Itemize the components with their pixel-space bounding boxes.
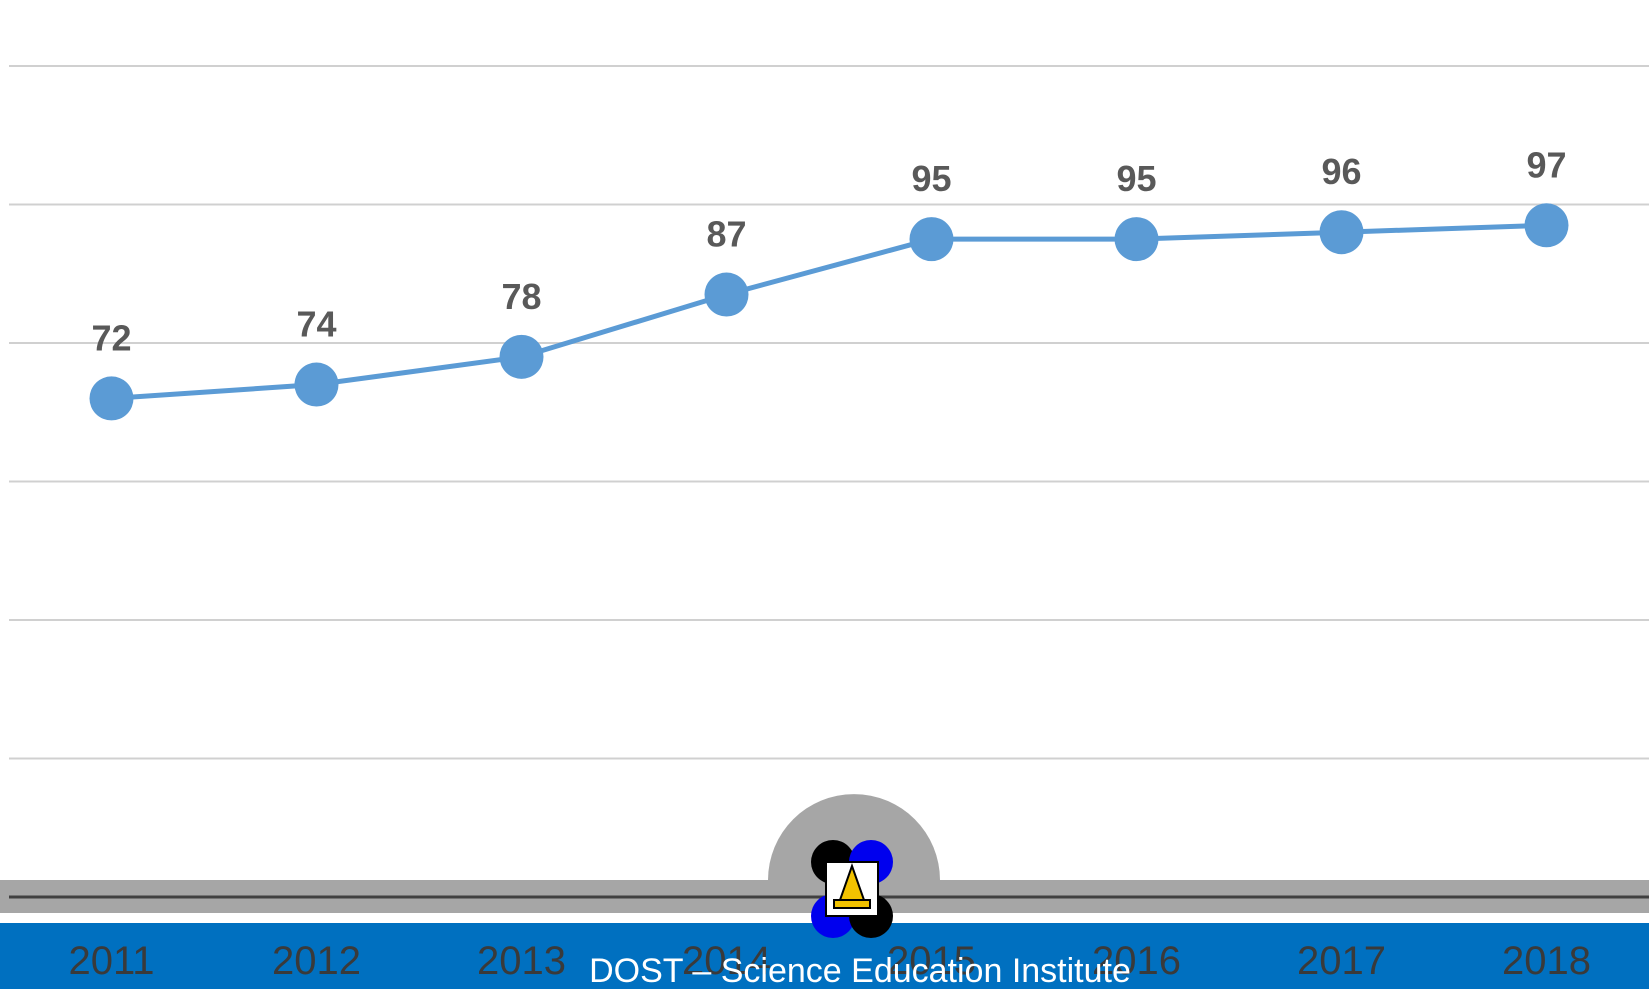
data-label: 72	[91, 317, 131, 358]
marker	[909, 217, 954, 262]
data-label: 95	[1116, 158, 1156, 199]
logo-backdrop	[768, 794, 940, 880]
x-tick-label: 2011	[68, 939, 154, 983]
x-tick-label: 2014	[682, 939, 771, 983]
data-label: 78	[501, 276, 541, 317]
data-label: 97	[1526, 144, 1566, 185]
x-tick-label: 2012	[272, 939, 361, 983]
marker	[704, 272, 749, 317]
x-tick-label: 2015	[887, 939, 976, 983]
data-label: 74	[296, 304, 336, 345]
grid	[9, 65, 1649, 760]
x-tick-label: 2013	[477, 939, 566, 983]
marker	[1114, 217, 1159, 262]
data-label: 87	[706, 214, 746, 255]
marker	[499, 334, 544, 379]
data-label: 96	[1321, 151, 1361, 192]
x-tick-label: 2018	[1502, 939, 1591, 983]
data-label: 95	[911, 158, 951, 199]
logo	[811, 840, 893, 938]
footer-text: DOST – Science Education Institute	[589, 952, 1131, 989]
line	[111, 222, 1547, 401]
marker	[89, 376, 134, 421]
x-tick-label: 2017	[1297, 939, 1386, 983]
x-tick-label: 2016	[1092, 939, 1181, 983]
marker	[1319, 210, 1364, 255]
x-labels: 2011 2012 2013 2014 2015 2016 2017 2018	[68, 939, 1591, 983]
marker	[294, 362, 339, 407]
marker	[1524, 203, 1569, 248]
plot: 72 74 78 87 95 95 96 97	[89, 144, 1569, 421]
